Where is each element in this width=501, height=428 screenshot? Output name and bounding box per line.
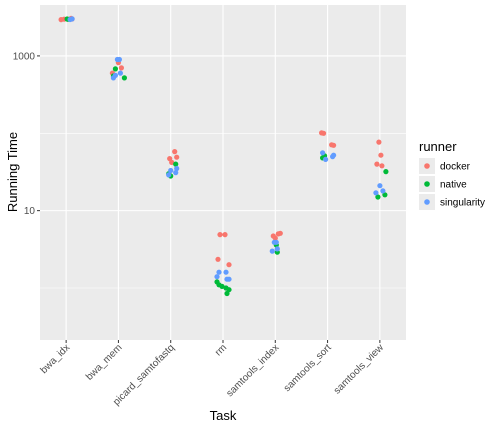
x-tick-label: bwa_idx [39,342,73,376]
legend-marker-docker [424,163,430,169]
point-docker [215,256,221,262]
point-docker [222,232,228,238]
point-singularity [330,154,336,160]
point-docker [374,161,380,167]
legend: runner docker native singularity [419,139,485,210]
point-docker [378,152,384,158]
point-singularity [223,269,229,275]
data-points [58,15,389,297]
point-docker [376,139,382,145]
point-native [383,169,389,175]
x-tick-label: samtools_index [224,342,281,399]
major-gridlines [40,5,406,340]
point-singularity [377,183,383,189]
legend-marker-native [424,181,430,187]
point-native [121,75,127,81]
y-axis-ticks: 1000 10 [13,51,40,217]
x-tick-label: rm [213,342,229,358]
point-singularity [323,156,329,162]
point-singularity [116,56,122,63]
y-tick-label: 10 [24,206,36,217]
point-native [219,283,225,289]
point-singularity [273,239,279,245]
point-singularity [380,188,386,194]
legend-marker-singularity [424,199,430,205]
legend-label-native: native [440,180,467,191]
point-docker [217,232,223,238]
x-tick-label: bwa_mem [84,342,124,382]
point-singularity [166,172,172,178]
point-docker [172,149,178,155]
point-singularity [373,190,379,196]
legend-label-docker: docker [440,162,471,173]
point-docker [226,262,232,268]
point-native [214,279,220,285]
point-native [382,192,388,198]
y-axis-title: Running Time [5,132,20,212]
x-axis-title: Task [210,408,237,423]
point-singularity [214,274,220,280]
point-docker [379,163,385,169]
point-singularity [174,165,180,172]
point-docker [331,142,337,148]
point-native [375,194,381,200]
point-singularity [226,276,232,282]
point-singularity [269,248,275,254]
point-native [173,161,179,167]
point-docker [272,235,278,241]
point-singularity [173,170,179,176]
y-tick-label: 1000 [13,51,36,62]
point-docker [275,231,281,237]
point-native [226,287,232,293]
point-singularity [216,269,222,275]
point-docker [319,130,325,136]
legend-label-singularity: singularity [440,198,485,209]
point-native [112,66,118,72]
x-tick-label: samtools_sort [282,342,334,394]
point-docker [118,65,124,71]
point-singularity [69,16,75,22]
point-docker [169,159,175,165]
point-singularity [117,70,123,76]
x-tick-label: samtools_view [332,342,387,397]
legend-title: runner [419,139,457,154]
point-docker [174,154,180,160]
point-singularity [110,75,116,81]
point-singularity [274,246,280,252]
point-singularity [320,150,326,156]
point-singularity [168,167,174,174]
